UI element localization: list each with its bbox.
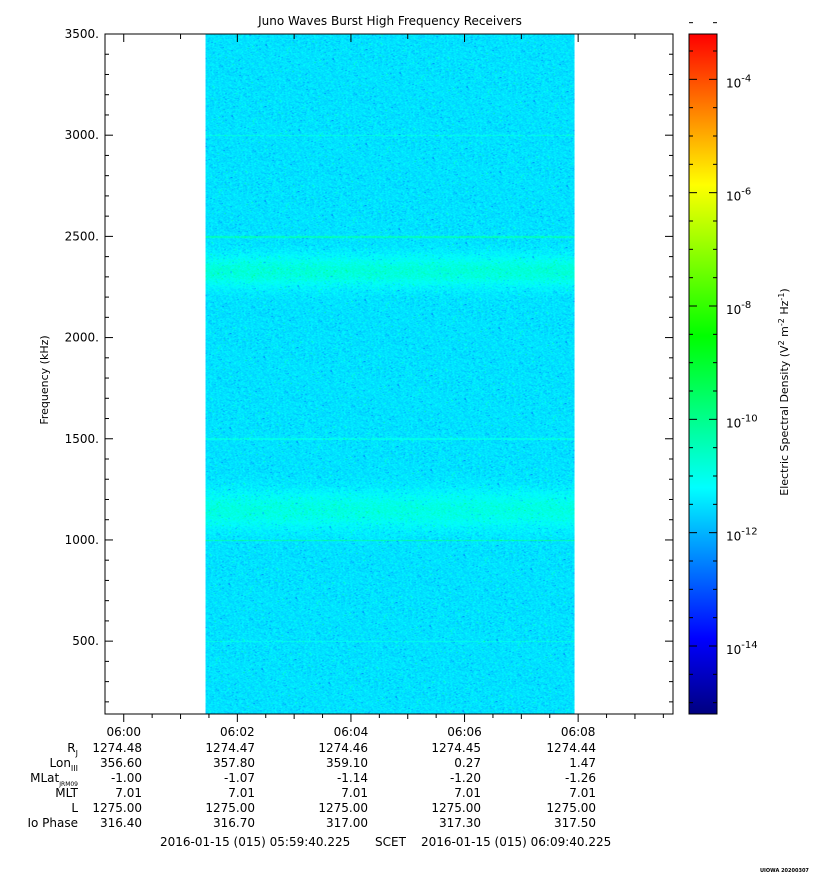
credit-stamp: UIOWA 20200307 [760, 868, 809, 874]
ephemeris-cell: -1.00 [111, 771, 142, 785]
ephemeris-cell: -1.26 [565, 771, 596, 785]
ephemeris-row-label: Io Phase [27, 816, 78, 830]
ephemeris-cell: 1274.44 [546, 741, 596, 755]
ephemeris-cell: 1275.00 [318, 801, 368, 815]
ephemeris-cell: 7.01 [228, 786, 255, 800]
ephemeris-cell: 316.70 [213, 816, 255, 830]
colorbar-tick-label: 10-8 [726, 300, 751, 317]
ephemeris-cell: 357.80 [213, 756, 255, 770]
ephemeris-cell: 7.01 [341, 786, 368, 800]
spectrogram-data [205, 34, 575, 714]
ephemeris-cell: 7.01 [115, 786, 142, 800]
time-end: 2016-01-15 (015) 06:09:40.225 [421, 835, 611, 849]
y-tick-label: 3000. [65, 128, 99, 142]
ephemeris-cell: 1274.46 [318, 741, 368, 755]
ephemeris-cell: -1.14 [337, 771, 368, 785]
time-start: 2016-01-15 (015) 05:59:40.225 [160, 835, 350, 849]
ephemeris-cell: 317.30 [439, 816, 481, 830]
ephemeris-row-label: RJ [67, 741, 78, 758]
ephemeris-cell: 1275.00 [92, 801, 142, 815]
ephemeris-table: RJ 1274.48 1274.47 1274.46 1274.45 1274.44 Lon… [27, 741, 596, 830]
ephemeris-cell: 359.10 [326, 756, 368, 770]
spectrogram-image [205, 34, 575, 714]
y-tick-label: 2000. [65, 331, 99, 345]
y-tick-label: 1000. [65, 533, 99, 547]
x-tick-label: 06:04 [334, 725, 369, 739]
ephemeris-cell: 7.01 [569, 786, 596, 800]
ephemeris-cell: 0.27 [454, 756, 481, 770]
colorbar [689, 34, 717, 714]
ephemeris-cell: 1275.00 [546, 801, 596, 815]
colorbar-tick-label: 10-10 [726, 413, 758, 430]
colorbar-tick-label: 10-14 [726, 640, 758, 657]
ephemeris-cell: 317.50 [554, 816, 596, 830]
ephemeris-cell: 1274.48 [92, 741, 142, 755]
colorbar-tick-label: 10-6 [726, 187, 751, 204]
ephemeris-cell: 1275.00 [431, 801, 481, 815]
y-tick-label: 500. [72, 634, 99, 648]
y-tick-label: 1500. [65, 432, 99, 446]
ephemeris-cell: 7.01 [454, 786, 481, 800]
ephemeris-cell: 1274.45 [431, 741, 481, 755]
ephemeris-cell: 356.60 [100, 756, 142, 770]
colorbar-tick-label: 10-4 [726, 73, 751, 90]
ephemeris-cell: -1.20 [450, 771, 481, 785]
x-axis: 06:00 06:02 06:04 06:06 06:08 [106, 34, 664, 739]
ephemeris-cell: 1274.47 [205, 741, 255, 755]
ephemeris-row-label: LonIII [50, 756, 79, 773]
time-frame: SCET [375, 835, 407, 849]
x-tick-label: 06:02 [220, 725, 255, 739]
colorbar-tick-label: 10-12 [726, 527, 758, 544]
y-tick-label: 2500. [65, 229, 99, 243]
x-tick-label: 06:00 [106, 725, 141, 739]
chart-title: Juno Waves Burst High Frequency Receiver… [257, 14, 522, 28]
colorbar-axis: 10-4 10-6 10-8 10-10 10-12 10-14 [689, 22, 758, 704]
y-axis: 500. 1000. 1500. 2000. 2500. 3000. 3500. [65, 27, 673, 703]
y-axis-label: Frequency (kHz) [38, 335, 51, 424]
ephemeris-cell: 316.40 [100, 816, 142, 830]
plot-frame [104, 33, 674, 715]
ephemeris-cell: 317.00 [326, 816, 368, 830]
colorbar-frame [688, 33, 718, 715]
ephemeris-row-label: MLT [55, 786, 78, 800]
x-tick-label: 06:08 [561, 725, 596, 739]
ephemeris-cell: 1275.00 [205, 801, 255, 815]
x-tick-label: 06:06 [447, 725, 482, 739]
ephemeris-row-label: L [71, 801, 78, 815]
ephemeris-cell: -1.07 [224, 771, 255, 785]
colorbar-label: Electric Spectral Density (V2 m-2 Hz-1) [777, 288, 791, 495]
ephemeris-row-label: MLatJRM09 [30, 771, 78, 788]
y-tick-label: 3500. [65, 27, 99, 41]
ephemeris-cell: 1.47 [569, 756, 596, 770]
